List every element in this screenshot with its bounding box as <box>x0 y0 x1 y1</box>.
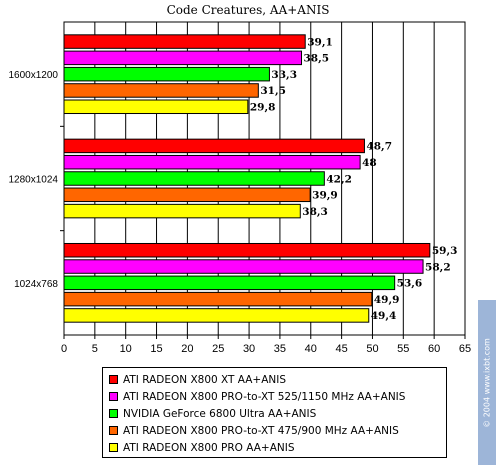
x-tick-label: 45 <box>335 343 347 355</box>
value-label: 39,9 <box>312 190 338 202</box>
legend-item: NVIDIA GeForce 6800 Ultra AA+ANIS <box>109 405 446 422</box>
x-tick-label: 10 <box>120 343 132 355</box>
x-tick-label: 20 <box>181 343 193 355</box>
legend-swatch <box>109 392 118 401</box>
bar <box>63 138 365 154</box>
chart-title: Code Creatures, AA+ANIS <box>166 3 330 17</box>
category-labels: 1600x1200 1280x1024 1024x768 <box>9 70 59 290</box>
legend-label: ATI RADEON X800 PRO AA+ANIS <box>123 441 295 454</box>
x-tick-label: 55 <box>397 343 409 355</box>
bar <box>63 171 325 186</box>
bar <box>63 50 303 66</box>
bar <box>63 275 396 291</box>
legend-item: ATI RADEON X800 XT AA+ANIS <box>109 371 446 388</box>
legend-swatch <box>109 409 118 418</box>
x-tick-label: 30 <box>243 343 255 355</box>
bar <box>63 34 306 49</box>
legend-swatch <box>109 443 118 452</box>
watermark: © 2004 www.ixbt.com <box>478 300 496 465</box>
axes <box>60 21 466 336</box>
x-tick-label: 65 <box>459 343 471 355</box>
value-label: 48,7 <box>366 141 392 153</box>
legend: ATI RADEON X800 XT AA+ANIS ATI RADEON X80… <box>102 367 447 458</box>
legend-item: ATI RADEON X800 PRO-to-XT 475/900 MHz AA… <box>109 422 446 439</box>
value-label: 49,4 <box>371 310 397 322</box>
value-label: 33,3 <box>271 69 297 81</box>
value-label: 48 <box>362 157 377 169</box>
x-tick-label: 40 <box>305 343 317 355</box>
x-tick-label: 0 <box>61 343 67 355</box>
legend-label: ATI RADEON X800 PRO-to-XT 475/900 MHz AA… <box>123 424 399 437</box>
bars <box>63 34 431 323</box>
legend-label: ATI RADEON X800 PRO-to-XT 525/1150 MHz A… <box>123 390 406 403</box>
x-tick-label: 60 <box>428 343 440 355</box>
value-label: 29,8 <box>250 102 276 114</box>
bar-chart: 39,1 38,5 33,3 31,5 29,8 48,7 48 42,2 39,9 38,3 59… <box>9 21 471 355</box>
bar <box>63 259 424 274</box>
bar <box>63 83 259 98</box>
bar <box>63 291 373 307</box>
x-tick-labels: 0 5 10 15 20 25 30 35 40 45 50 55 60 65 <box>61 343 471 355</box>
legend-item: ATI RADEON X800 PRO-to-XT 525/1150 MHz A… <box>109 388 446 405</box>
value-label: 58,2 <box>425 261 451 273</box>
legend-label: ATI RADEON X800 XT AA+ANIS <box>123 373 287 386</box>
bar <box>63 66 270 82</box>
category-label: 1024x768 <box>14 279 58 290</box>
x-tick-label: 15 <box>150 343 162 355</box>
value-label: 31,5 <box>260 85 286 97</box>
value-labels: 39,1 38,5 33,3 31,5 29,8 48,7 48 42,2 39,9 38,3 59… <box>250 36 458 322</box>
legend-label: NVIDIA GeForce 6800 Ultra AA+ANIS <box>123 407 317 420</box>
x-tick-label: 25 <box>212 343 224 355</box>
value-label: 39,1 <box>307 36 333 48</box>
x-tick-label: 5 <box>92 343 98 355</box>
value-label: 49,9 <box>374 294 400 306</box>
legend-item: ATI RADEON X800 PRO AA+ANIS <box>109 439 446 456</box>
bar <box>63 308 370 323</box>
category-label: 1280x1024 <box>9 175 59 186</box>
x-tick-label: 50 <box>366 343 378 355</box>
value-label: 38,3 <box>302 206 328 218</box>
bar <box>63 203 301 219</box>
watermark-text: © 2004 www.ixbt.com <box>482 337 492 428</box>
bar <box>63 154 361 170</box>
value-label: 59,3 <box>432 245 458 257</box>
value-label: 38,5 <box>304 53 330 65</box>
value-label: 53,6 <box>397 278 423 290</box>
value-label: 42,2 <box>326 173 352 185</box>
bar <box>63 242 431 258</box>
bar <box>63 99 249 115</box>
legend-swatch <box>109 426 118 435</box>
plot-border <box>63 21 466 336</box>
category-label: 1600x1200 <box>9 70 59 81</box>
x-tick-label: 35 <box>274 343 286 355</box>
bar <box>63 187 311 203</box>
legend-swatch <box>109 375 118 384</box>
